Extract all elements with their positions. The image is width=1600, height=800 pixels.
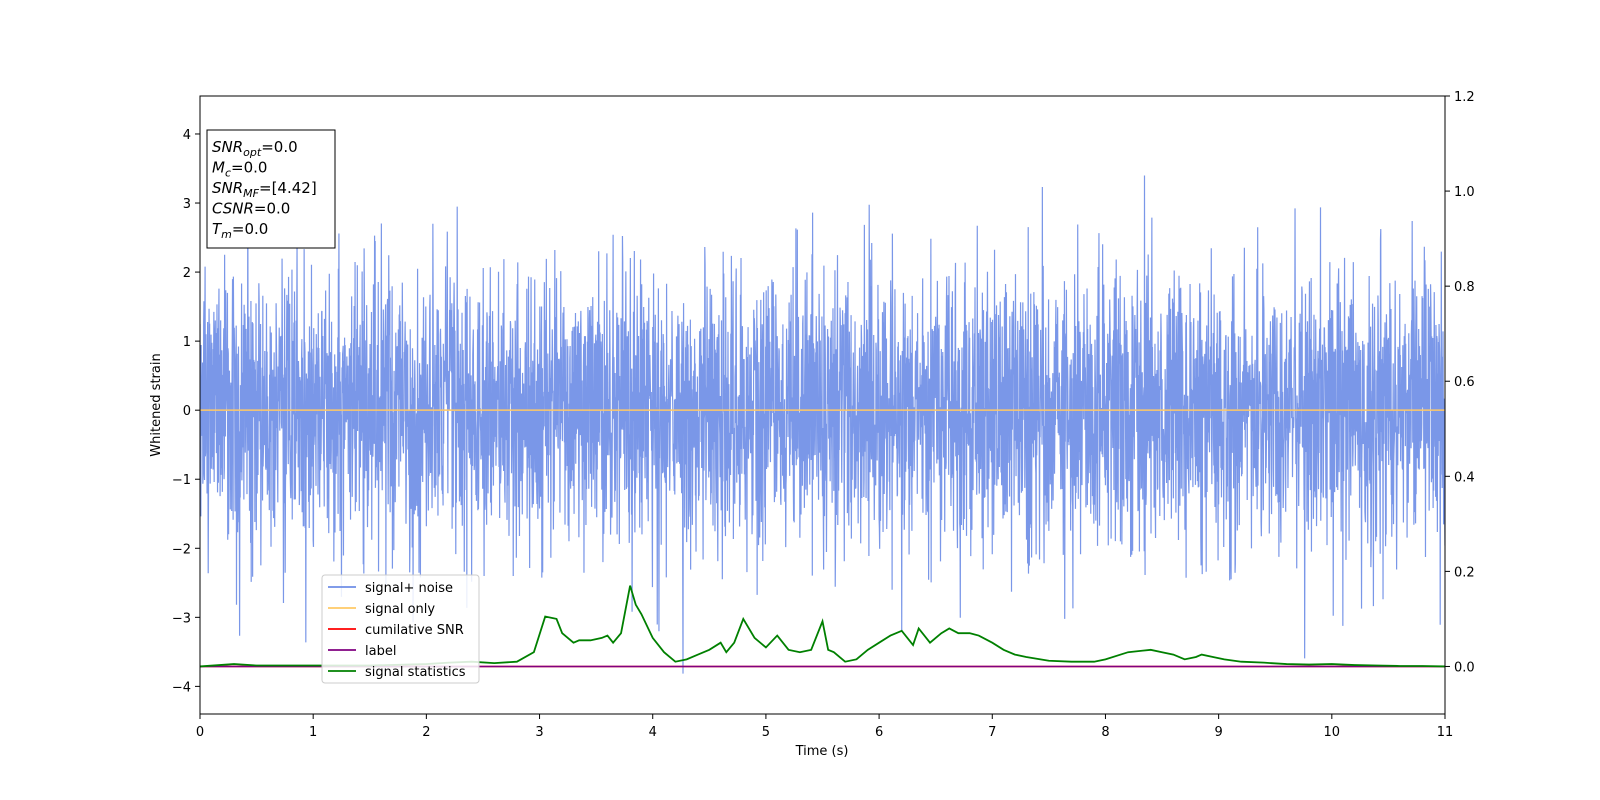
info-line: Tm=0.0 (212, 220, 268, 241)
x-tick-label: 8 (1101, 725, 1109, 740)
legend-entry: label (365, 644, 396, 659)
x-tick-label: 0 (196, 725, 204, 740)
info-symbol: SNR (212, 179, 243, 197)
y2-tick-label: 1.2 (1454, 90, 1475, 105)
x-tick-label: 1 (309, 725, 317, 740)
x-tick-label: 5 (762, 725, 770, 740)
y-axis-right: 0.0 0.2 0.4 0.6 0.8 1.0 1.2 (1445, 90, 1475, 675)
info-symbol: T (212, 220, 223, 238)
y-axis-left: −4 −3 −2 −1 0 1 2 3 4 (172, 128, 200, 695)
y-axis-label: Whitened strain (149, 353, 164, 456)
x-axis-label: Time (s) (795, 744, 849, 759)
info-box: SNRopt=0.0Mc=0.0SNRMF=[4.42]CSNR=0.0Tm=0… (206, 129, 336, 249)
plot-frame (199, 95, 1446, 715)
info-value: =[4.42] (259, 179, 317, 197)
y-tick-label: −1 (172, 473, 191, 488)
info-symbol: CSNR (212, 200, 254, 218)
series-signal-noise (200, 175, 1445, 674)
y2-tick-label: 0.2 (1454, 565, 1475, 580)
series-signal-statistics (200, 585, 1445, 668)
x-tick-label: 11 (1437, 725, 1454, 740)
info-subscript: m (221, 228, 232, 241)
legend: signal+ noise signal only cumilative SNR la… (321, 574, 480, 684)
info-subscript: opt (243, 146, 262, 159)
x-tick-label: 9 (1214, 725, 1222, 740)
y2-tick-label: 0.6 (1454, 375, 1475, 390)
y2-tick-label: 0.4 (1454, 470, 1475, 485)
x-tick-label: 10 (1324, 725, 1341, 740)
info-line: CSNR=0.0 (212, 200, 290, 218)
info-subscript: c (225, 167, 231, 180)
info-value: =0.0 (232, 220, 268, 238)
info-line: Mc=0.0 (212, 159, 267, 180)
x-tick-label: 7 (988, 725, 996, 740)
info-value: =0.0 (254, 200, 290, 218)
y2-tick-label: 0.0 (1454, 660, 1475, 675)
info-subscript: MF (243, 187, 259, 200)
y-tick-label: −3 (172, 611, 191, 626)
legend-frame (321, 574, 480, 684)
x-tick-label: 2 (422, 725, 430, 740)
y-tick-label: 4 (183, 128, 191, 143)
y2-tick-label: 1.0 (1454, 185, 1475, 200)
x-tick-label: 6 (875, 725, 883, 740)
info-symbol: SNR (212, 138, 243, 156)
info-value: =0.0 (231, 159, 267, 177)
y-tick-label: −4 (172, 680, 191, 695)
x-tick-label: 3 (535, 725, 543, 740)
x-tick-label: 4 (649, 725, 657, 740)
legend-entry: cumilative SNR (365, 623, 464, 638)
info-value: =0.0 (261, 138, 297, 156)
info-box-frame (206, 129, 336, 249)
y-tick-label: 3 (183, 197, 191, 212)
y-tick-label: 0 (183, 404, 191, 419)
legend-entry: signal+ noise (365, 581, 453, 596)
legend-entry: signal only (365, 602, 435, 617)
x-axis: 0 1 2 3 4 5 6 7 8 9 10 11 (196, 714, 1453, 740)
info-line: SNRMF=[4.42] (212, 179, 317, 200)
info-symbol: M (212, 159, 225, 177)
y2-tick-label: 0.8 (1454, 280, 1475, 295)
y-tick-label: −2 (172, 542, 191, 557)
y-tick-label: 1 (183, 335, 191, 350)
legend-entry: signal statistics (365, 665, 466, 680)
info-line: SNRopt=0.0 (212, 138, 298, 159)
y-tick-label: 2 (183, 266, 191, 281)
